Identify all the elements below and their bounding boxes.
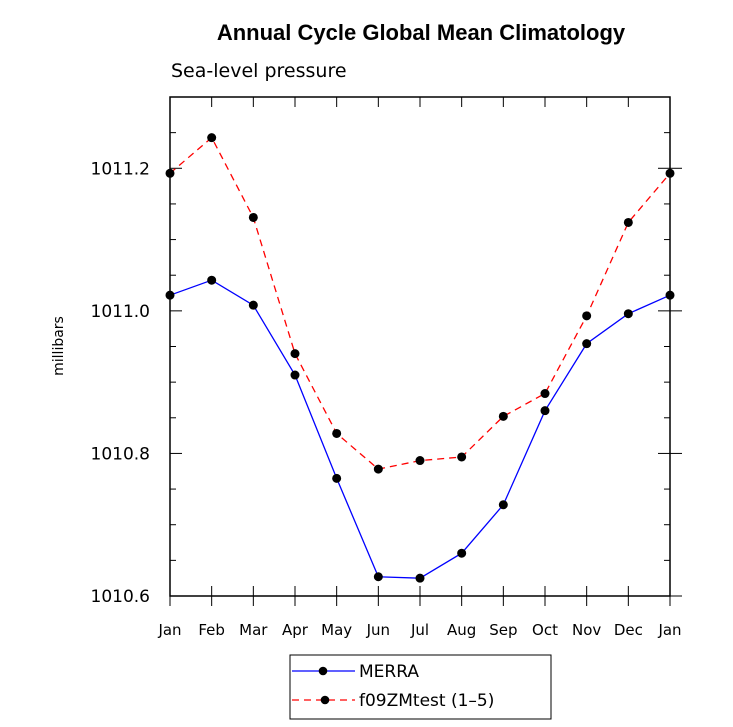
x-tick-label: Feb — [198, 621, 225, 639]
x-tick-label: Oct — [532, 621, 558, 639]
data-point-merra — [373, 572, 383, 582]
legend-box — [289, 654, 552, 720]
legend-label-merra: MERRA — [359, 662, 419, 682]
y-tick-label: 1011.0 — [91, 302, 150, 322]
legend-marker-f09zmtest — [320, 695, 330, 705]
data-point-merra — [207, 275, 217, 285]
data-point-merra — [332, 473, 342, 483]
x-tick-label: Nov — [572, 621, 601, 639]
y-tick-label: 1010.6 — [91, 587, 150, 607]
series-layer — [165, 133, 675, 583]
data-point-f09zmtest — [165, 168, 175, 178]
series-line-f09zmtest — [169, 136, 671, 470]
data-point-f09zmtest — [665, 168, 675, 178]
x-tick-label: Jun — [366, 621, 390, 639]
data-point-f09zmtest — [373, 464, 383, 474]
data-point-merra — [457, 548, 467, 558]
x-tick-label: Aug — [447, 621, 476, 639]
plot-frame — [169, 96, 671, 597]
x-tick-labels: Jan Feb Mar Apr May Jun Jul Aug Sep Oct Nov Dec Jan — [157, 621, 681, 639]
data-point-merra — [165, 290, 175, 300]
data-point-merra — [582, 339, 592, 349]
data-point-merra — [540, 406, 550, 416]
data-point-f09zmtest — [415, 456, 425, 466]
x-tick-label: Sep — [489, 621, 517, 639]
y-tick-label: 1010.8 — [91, 444, 150, 464]
x-tick-label: Jan — [657, 621, 681, 639]
data-point-merra — [623, 309, 633, 319]
y-axis-label: millibars — [51, 316, 67, 376]
data-point-f09zmtest — [457, 452, 467, 462]
data-point-merra — [248, 300, 258, 310]
x-tick-label: May — [321, 621, 352, 639]
y-tick-labels: 1010.6 1010.8 1011.0 1011.2 — [91, 159, 150, 607]
data-point-merra — [290, 370, 300, 380]
data-point-f09zmtest — [290, 349, 300, 359]
x-tick-label: Jul — [410, 621, 429, 639]
legend-label-f09zmtest: f09ZMtest (1–5) — [359, 691, 494, 711]
data-point-f09zmtest — [498, 411, 508, 421]
chart-subtitle: Sea-level pressure — [171, 60, 347, 82]
x-tick-label: Apr — [282, 621, 309, 639]
data-point-f09zmtest — [623, 217, 633, 227]
chart-title: Annual Cycle Global Mean Climatology — [217, 20, 626, 45]
series-line-merra — [169, 279, 671, 579]
axis-ticks — [169, 96, 682, 606]
data-point-f09zmtest — [332, 428, 342, 438]
data-point-f09zmtest — [207, 133, 217, 143]
data-point-merra — [498, 500, 508, 510]
data-point-f09zmtest — [540, 389, 550, 399]
x-tick-label: Mar — [239, 621, 268, 639]
data-point-f09zmtest — [248, 212, 258, 222]
legend-marker-merra — [318, 666, 328, 676]
data-point-merra — [665, 290, 675, 300]
x-tick-label: Dec — [614, 621, 643, 639]
x-tick-label: Jan — [157, 621, 181, 639]
y-tick-label: 1011.2 — [91, 159, 150, 179]
data-point-f09zmtest — [582, 311, 592, 321]
legend: MERRA f09ZMtest (1–5) — [289, 654, 552, 720]
data-point-merra — [415, 573, 425, 583]
